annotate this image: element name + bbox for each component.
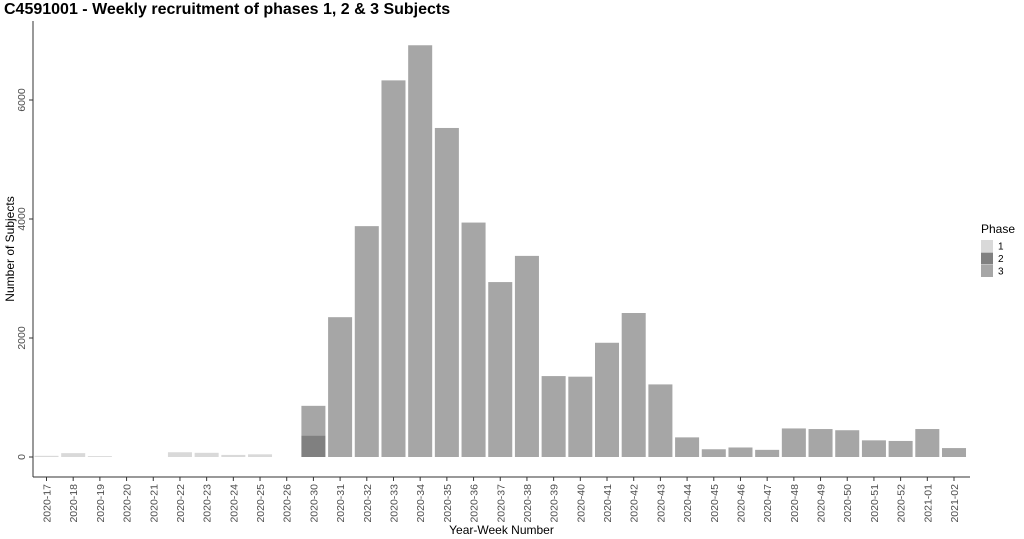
legend-key-phase-1 <box>981 240 993 252</box>
bar-2020-37-phase-3 <box>488 282 513 457</box>
y-axis-ticks: 0 2000 4000 6000 <box>16 88 33 460</box>
x-tick-label: 2020-36 <box>469 484 481 523</box>
bar-2020-19-phase-1 <box>87 456 112 457</box>
y-axis-title: Number of Subjects <box>3 196 17 301</box>
bar-2020-18-phase-1 <box>61 453 86 457</box>
legend-label-phase-3: 3 <box>998 267 1004 278</box>
bar-2020-17-phase-1 <box>34 455 59 457</box>
bar-2020-34-phase-3 <box>408 45 433 457</box>
x-tick-label: 2020-21 <box>148 484 160 523</box>
legend-key-phase-2 <box>981 252 993 265</box>
legend-key-phase-3 <box>981 265 993 277</box>
x-tick-label: 2020-45 <box>709 484 721 523</box>
x-tick-label: 2020-31 <box>335 484 347 523</box>
bar-2020-49-phase-3 <box>808 429 833 457</box>
bar-2020-35-phase-3 <box>434 127 459 457</box>
x-axis-ticks: 2020-17 2020-18 2020-19 2020-20 2020-21 2020-… <box>42 477 961 523</box>
bar-2020-46-phase-3 <box>728 447 753 457</box>
y-tick-label: 2000 <box>16 326 28 350</box>
bar-2021-02-phase-3 <box>941 448 967 457</box>
x-tick-label: 2020-44 <box>682 484 694 523</box>
bar-2020-32-phase-3 <box>354 226 379 457</box>
x-tick-label: 2020-37 <box>495 484 507 523</box>
chart-title: C4591001 - Weekly recruitment of phases … <box>4 1 451 18</box>
y-tick-label: 4000 <box>16 207 28 231</box>
x-tick-label: 2020-51 <box>869 484 881 523</box>
x-tick-label: 2020-52 <box>896 484 908 523</box>
x-tick-label: 2020-38 <box>522 484 534 523</box>
x-tick-label: 2020-30 <box>308 484 320 523</box>
bar-2020-48-phase-3 <box>781 428 806 457</box>
bar-2020-36-phase-3 <box>461 222 486 457</box>
bar-2020-39-phase-3 <box>541 376 566 457</box>
x-tick-label: 2021-01 <box>922 484 934 523</box>
bar-2020-31-phase-3 <box>328 317 353 457</box>
x-tick-label: 2020-39 <box>549 484 561 523</box>
bar-2020-40-phase-3 <box>568 376 593 457</box>
legend-label-phase-1: 1 <box>998 242 1004 253</box>
x-tick-label: 2020-46 <box>735 484 747 523</box>
legend: Phase 12 3 <box>981 222 1015 278</box>
x-tick-label: 2020-40 <box>575 484 587 523</box>
x-tick-label: 2020-24 <box>228 484 240 523</box>
x-tick-label: 2020-35 <box>442 484 454 523</box>
x-tick-label: 2020-20 <box>122 484 134 523</box>
x-tick-label: 2020-50 <box>842 484 854 523</box>
bar-2020-52-phase-3 <box>888 440 913 457</box>
bar-2020-38-phase-3 <box>514 255 539 457</box>
x-tick-label: 2020-25 <box>255 484 267 523</box>
bar-2020-42-phase-3 <box>621 313 646 457</box>
bar-2020-50-phase-3 <box>835 430 860 457</box>
bar-2020-45-phase-3 <box>701 449 726 457</box>
legend-label-phase-2: 2 <box>998 254 1004 265</box>
bar-2021-01-phase-3 <box>915 429 940 457</box>
x-tick-label: 2021-02 <box>949 484 961 523</box>
y-tick-label: 0 <box>16 454 28 460</box>
bar-2020-43-phase-3 <box>648 384 673 457</box>
x-tick-label: 2020-18 <box>68 484 80 523</box>
x-tick-label: 2020-43 <box>655 484 667 523</box>
x-tick-label: 2020-41 <box>602 484 614 523</box>
bar-2020-30-phase-2 <box>301 435 326 457</box>
x-tick-label: 2020-17 <box>42 484 54 523</box>
x-tick-label: 2020-33 <box>388 484 400 523</box>
legend-title: Phase <box>981 222 1015 236</box>
x-tick-label: 2020-23 <box>202 484 214 523</box>
x-tick-label: 2020-47 <box>762 484 774 523</box>
bar-2020-41-phase-3 <box>595 342 620 457</box>
bar-2020-30-phase-3 <box>301 405 326 436</box>
x-tick-label: 2020-26 <box>282 484 294 523</box>
bars-layer <box>34 45 967 458</box>
x-tick-label: 2020-34 <box>415 484 427 523</box>
bar-2020-44-phase-3 <box>675 437 700 457</box>
x-tick-label: 2020-19 <box>95 484 107 523</box>
x-tick-label: 2020-32 <box>362 484 374 523</box>
y-tick-label: 6000 <box>16 88 28 112</box>
x-tick-label: 2020-42 <box>629 484 641 523</box>
x-tick-label: 2020-48 <box>789 484 801 523</box>
bar-2020-25-phase-1 <box>248 454 273 457</box>
bar-2020-23-phase-1 <box>194 452 219 457</box>
bar-2020-47-phase-3 <box>755 449 780 457</box>
bar-2020-51-phase-3 <box>861 440 886 457</box>
x-tick-label: 2020-22 <box>175 484 187 523</box>
x-tick-label: 2020-49 <box>816 484 828 523</box>
bar-2020-24-phase-1 <box>221 454 246 457</box>
x-axis-title: Year-Week Number <box>449 523 554 537</box>
bar-2020-33-phase-3 <box>381 80 406 458</box>
bar-2020-22-phase-1 <box>167 452 192 457</box>
